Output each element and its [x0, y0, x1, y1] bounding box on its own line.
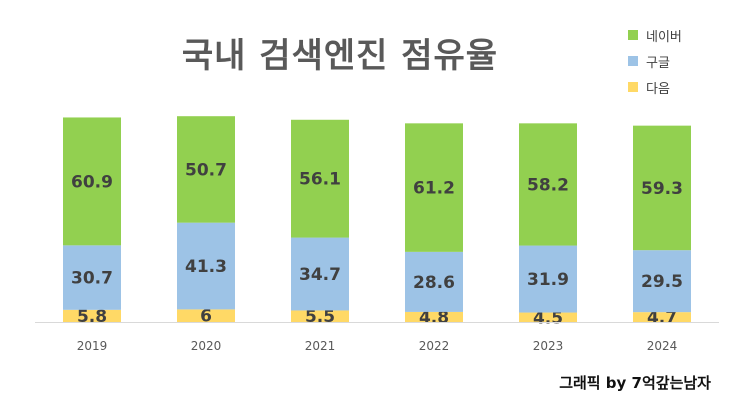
data-label-네이버-2022: 61.2	[413, 179, 455, 199]
data-label-구글-2024: 29.5	[641, 272, 683, 292]
x-tick-label-2022: 2022	[419, 339, 450, 353]
data-label-네이버-2020: 50.7	[185, 160, 227, 180]
bar-네이버-2019	[63, 117, 121, 246]
bar-네이버-2022	[405, 123, 463, 252]
bar-구글-2021	[291, 237, 349, 311]
x-tick-label-2023: 2023	[533, 339, 564, 353]
data-label-다음-2019: 5.8	[77, 307, 107, 327]
data-label-네이버-2019: 60.9	[71, 172, 113, 192]
legend-label-구글: 구글	[646, 55, 670, 71]
credit-text: 그래픽 by 7억갚는남자	[559, 374, 711, 392]
bar-다음-2022	[405, 311, 463, 322]
data-label-네이버-2023: 58.2	[527, 175, 569, 195]
data-label-구글-2020: 41.3	[185, 257, 227, 277]
x-tick-label-2021: 2021	[305, 339, 336, 353]
data-label-다음-2023: 4.5	[533, 308, 563, 328]
bar-네이버-2020	[177, 116, 235, 223]
bar-네이버-2023	[519, 123, 577, 246]
data-label-구글-2019: 30.7	[71, 269, 113, 289]
bar-구글-2024	[633, 250, 691, 313]
data-label-네이버-2024: 59.3	[641, 179, 683, 199]
bar-구글-2023	[519, 245, 577, 313]
bar-네이버-2021	[291, 119, 349, 238]
legend-item-다음: 다음	[628, 74, 682, 100]
bar-네이버-2024	[633, 125, 691, 251]
legend-label-다음: 다음	[646, 81, 670, 97]
bar-구글-2020	[177, 222, 235, 310]
data-label-구글-2022: 28.6	[413, 273, 455, 293]
legend-item-네이버: 네이버	[628, 22, 682, 48]
data-label-네이버-2021: 56.1	[299, 170, 341, 190]
bar-다음-2019	[63, 309, 121, 322]
legend-label-네이버: 네이버	[646, 29, 682, 45]
chart-title: 국내 검색엔진 점유율	[181, 36, 499, 76]
data-label-다음-2024: 4.7	[647, 308, 677, 328]
legend-swatch-네이버	[628, 30, 638, 40]
bar-다음-2020	[177, 309, 235, 322]
bar-다음-2021	[291, 310, 349, 322]
legend-swatch-구글	[628, 56, 638, 66]
data-label-구글-2023: 31.9	[527, 270, 569, 290]
data-label-다음-2020: 6	[200, 307, 212, 327]
data-label-구글-2021: 34.7	[299, 265, 341, 285]
bar-구글-2019	[63, 245, 121, 310]
legend-swatch-다음	[628, 82, 638, 92]
bar-다음-2024	[633, 312, 691, 322]
legend-item-구글: 구글	[628, 48, 682, 74]
x-tick-label-2019: 2019	[77, 339, 108, 353]
x-tick-label-2024: 2024	[647, 339, 678, 353]
x-tick-label-2020: 2020	[191, 339, 222, 353]
bar-구글-2022	[405, 251, 463, 312]
bar-다음-2023	[519, 312, 577, 322]
